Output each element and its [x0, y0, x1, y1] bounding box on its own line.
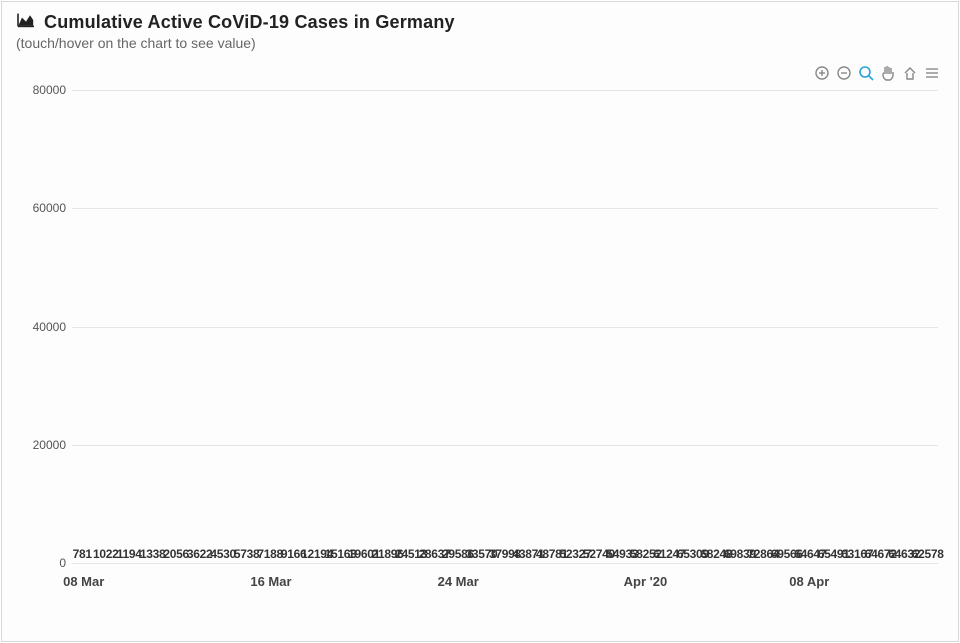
bar-value-label: 1338: [140, 547, 166, 561]
gridline: [72, 563, 938, 564]
card-header: Cumulative Active CoViD-19 Cases in Germ…: [2, 2, 958, 55]
gridline: [72, 327, 938, 328]
chart-card: Cumulative Active CoViD-19 Cases in Germ…: [1, 1, 959, 642]
y-tick-label: 80000: [16, 83, 66, 97]
gridline: [72, 90, 938, 91]
chart-area[interactable]: 08 Mar16 Mar24 MarApr '2008 Apr 78110221…: [2, 55, 958, 615]
y-tick-label: 0: [16, 556, 66, 570]
y-tick-label: 40000: [16, 320, 66, 334]
x-axis-ticks: 08 Mar16 Mar24 MarApr '2008 Apr: [72, 569, 938, 589]
x-tick-label: 16 Mar: [250, 574, 291, 589]
card-title: Cumulative Active CoViD-19 Cases in Germ…: [44, 12, 455, 33]
area-chart-icon: [16, 12, 36, 33]
x-tick-label: Apr '20: [624, 574, 668, 589]
x-tick-label: 08 Mar: [63, 574, 104, 589]
bar-value-label: 781: [73, 547, 92, 561]
pan-icon[interactable]: [880, 65, 896, 81]
zoom-select-icon[interactable]: [858, 65, 874, 81]
y-tick-label: 20000: [16, 438, 66, 452]
bar-value-label: 1022: [93, 547, 119, 561]
gridline: [72, 445, 938, 446]
zoom-out-icon[interactable]: [836, 65, 852, 81]
gridline: [72, 208, 938, 209]
bar-value-label: 62578: [912, 547, 944, 561]
card-subtitle: (touch/hover on the chart to see value): [16, 35, 944, 51]
x-tick-label: 24 Mar: [438, 574, 479, 589]
plot-region[interactable]: 08 Mar16 Mar24 MarApr '2008 Apr 78110221…: [72, 90, 938, 563]
bar-value-label: 4530: [210, 547, 236, 561]
x-tick-label: 08 Apr: [789, 574, 829, 589]
zoom-in-icon[interactable]: [814, 65, 830, 81]
bar-value-label: 2056: [163, 547, 189, 561]
bar-value-label: 7188: [257, 547, 283, 561]
title-row: Cumulative Active CoViD-19 Cases in Germ…: [16, 12, 944, 33]
menu-icon[interactable]: [924, 65, 940, 81]
reset-icon[interactable]: [902, 65, 918, 81]
bar-value-label: 3622: [187, 547, 213, 561]
bar-value-label: 5738: [234, 547, 260, 561]
chart-toolbar: [814, 65, 940, 81]
y-tick-label: 60000: [16, 201, 66, 215]
bar-value-label: 1194: [117, 547, 142, 561]
